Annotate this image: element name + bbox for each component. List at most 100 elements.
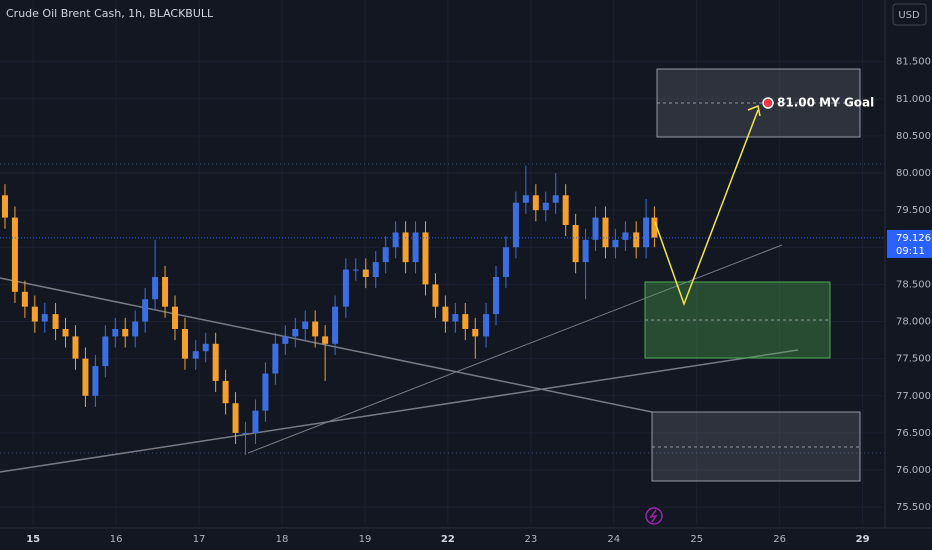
y-tick-label: 78.500 xyxy=(896,279,931,290)
candle-body xyxy=(232,403,239,433)
candle-body xyxy=(402,232,409,263)
y-tick-label: 75.500 xyxy=(896,502,931,513)
currency: USD xyxy=(898,10,920,21)
x-tick-label: 18 xyxy=(276,534,289,545)
candle-body xyxy=(112,328,119,337)
candle-body xyxy=(192,351,199,359)
y-tick-label: 77.500 xyxy=(896,354,931,365)
candle-body xyxy=(532,195,539,211)
candle-body xyxy=(342,269,349,307)
chart-title: Crude Oil Brent Cash, 1h, BLACKBULL xyxy=(6,7,214,20)
candle-body xyxy=(102,336,109,367)
candle-body xyxy=(272,343,279,374)
candle-body xyxy=(122,328,129,337)
currency-button[interactable] xyxy=(892,3,927,26)
candle-body xyxy=(52,314,59,329)
lightning-bolt xyxy=(649,509,658,523)
candle-body xyxy=(372,262,379,277)
y-tick-label: 77.000 xyxy=(896,391,931,402)
candle-body xyxy=(542,202,549,211)
candle-body xyxy=(212,343,219,381)
candle-body xyxy=(512,202,519,248)
candle-body xyxy=(643,217,650,248)
candle-body xyxy=(302,321,309,329)
candle-body xyxy=(432,284,439,307)
y-tick-label: 78.000 xyxy=(896,317,931,328)
candle-body xyxy=(262,373,269,411)
candle-body xyxy=(72,336,79,359)
countdown: 09:11 xyxy=(896,246,925,257)
candle-body xyxy=(172,306,179,329)
candle-body xyxy=(312,321,319,337)
candle-body xyxy=(483,314,490,337)
y-tick-label: 76.500 xyxy=(896,428,931,439)
x-tick-label: 22 xyxy=(441,534,455,545)
candle-body xyxy=(502,247,509,277)
x-tick-label: 16 xyxy=(110,534,123,545)
x-tick-label: 26 xyxy=(773,534,786,545)
candle-body xyxy=(392,232,399,248)
x-tick-label: 23 xyxy=(524,534,537,545)
y-tick-label: 80.500 xyxy=(896,131,931,142)
x-tick-label: 29 xyxy=(856,534,870,545)
x-tick-label: 15 xyxy=(26,534,40,545)
candle-body xyxy=(612,239,619,248)
candle-body xyxy=(572,225,579,263)
candle-body xyxy=(11,217,18,292)
candle-body xyxy=(181,328,188,359)
candle-body xyxy=(82,358,89,396)
candle-body xyxy=(422,232,429,285)
candle-body xyxy=(522,195,529,203)
x-tick-label: 25 xyxy=(690,534,703,545)
y-tick-label: 76.000 xyxy=(896,465,931,476)
candle-body xyxy=(492,276,499,315)
projection-arrow xyxy=(654,109,759,307)
goal-label: 81.00 MY Goal xyxy=(777,96,874,110)
y-tick-label: 81.500 xyxy=(896,57,931,68)
lightning-icon[interactable] xyxy=(645,507,663,525)
candle-body xyxy=(412,232,419,263)
candle-body xyxy=(352,269,359,271)
candle-body xyxy=(242,432,249,434)
x-tick-label: 19 xyxy=(359,534,372,545)
candle-body xyxy=(282,336,289,344)
y-tick-label: 81.000 xyxy=(896,94,931,105)
candle-body xyxy=(472,328,479,337)
candle-body xyxy=(202,343,209,352)
candle-body xyxy=(332,306,339,344)
candle-body xyxy=(651,217,658,238)
y-tick-label: 79.500 xyxy=(896,205,931,216)
x-tick-label: 17 xyxy=(193,534,206,545)
candle-body xyxy=(462,314,469,329)
candle-body xyxy=(132,321,139,337)
candle-body xyxy=(592,217,599,240)
candle-body xyxy=(222,380,229,404)
candle-body xyxy=(382,247,389,263)
candle-body xyxy=(602,217,609,248)
candle-body xyxy=(582,239,589,263)
grid xyxy=(0,0,885,525)
trend-line xyxy=(0,349,799,473)
y-tick-label: 80.000 xyxy=(896,168,931,179)
candle-body xyxy=(152,276,159,300)
candle-body xyxy=(622,232,629,240)
x-tick-label: 24 xyxy=(607,534,620,545)
candle-body xyxy=(362,269,369,277)
candle-body xyxy=(62,328,69,337)
price-badge xyxy=(887,229,932,258)
candles xyxy=(1,165,658,456)
candle-body xyxy=(1,195,8,218)
candle-body xyxy=(452,314,459,322)
candle-body xyxy=(292,328,299,337)
arrow-head xyxy=(747,104,761,117)
candle-body xyxy=(92,366,99,396)
candle-body xyxy=(31,306,38,322)
candle-body xyxy=(322,336,329,344)
goal-icon xyxy=(762,97,774,109)
price-label: 79.126 xyxy=(896,233,931,244)
candle-body xyxy=(21,291,28,307)
candle-body xyxy=(562,195,569,225)
candle-body xyxy=(633,232,640,248)
